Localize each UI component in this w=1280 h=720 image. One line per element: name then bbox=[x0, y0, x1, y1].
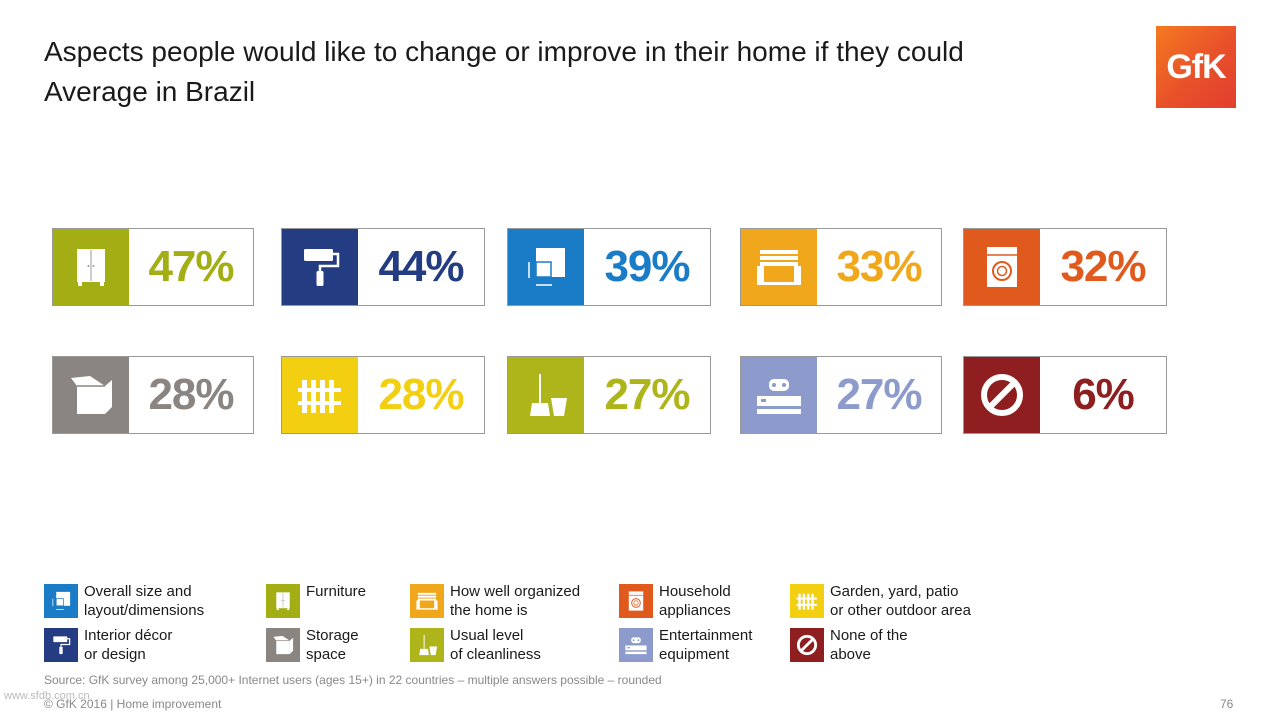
stat-value-label: 6% bbox=[1072, 370, 1135, 419]
watermark: www.sfdb.com.cn bbox=[4, 690, 90, 702]
stat-tile-icon-box bbox=[53, 229, 129, 305]
stat-tile-icon-box bbox=[282, 357, 358, 433]
floorplan-icon bbox=[528, 248, 565, 286]
legend-swatch bbox=[44, 584, 78, 618]
stat-tile: 28% bbox=[52, 356, 254, 434]
stat-tile-icon-box bbox=[741, 229, 817, 305]
stat-value-label: 33% bbox=[836, 242, 922, 291]
legend-swatch bbox=[410, 584, 444, 618]
stat-tile: 6% bbox=[963, 356, 1167, 434]
stat-value-label: 28% bbox=[378, 370, 464, 419]
title-line-1: Aspects people would like to change or i… bbox=[44, 36, 964, 67]
legend-item: None of the above bbox=[790, 626, 908, 664]
stat-tile-icon-box bbox=[741, 357, 817, 433]
page-number: 76 bbox=[1220, 697, 1234, 711]
legend-swatch bbox=[266, 628, 300, 662]
stat-tile: 33% bbox=[740, 228, 942, 306]
stat-tile: 44% bbox=[281, 228, 485, 306]
stat-tile: 32% bbox=[963, 228, 1167, 306]
legend-swatch bbox=[410, 628, 444, 662]
gamepad-icon bbox=[625, 637, 647, 655]
stat-value-label: 47% bbox=[148, 242, 234, 291]
legend-item: Furniture bbox=[266, 582, 366, 618]
legend-swatch bbox=[790, 628, 824, 662]
legend-swatch bbox=[619, 584, 653, 618]
title-line-2: Average in Brazil bbox=[44, 76, 256, 107]
legend-swatch bbox=[266, 584, 300, 618]
stat-tile: 28% bbox=[281, 356, 485, 434]
stat-tile: 27% bbox=[507, 356, 711, 434]
stat-tile-icon-box bbox=[964, 357, 1040, 433]
legend-label: None of the above bbox=[830, 627, 908, 663]
stat-tile-icon-box bbox=[508, 357, 584, 433]
legend-item: Usual level of cleanliness bbox=[410, 626, 541, 664]
legend-label: Furniture bbox=[306, 583, 367, 600]
prohibited-icon bbox=[796, 634, 818, 656]
stat-value-label: 27% bbox=[836, 370, 922, 419]
stat-tile: 27% bbox=[740, 356, 942, 434]
gfk-logo: GfK bbox=[1156, 26, 1236, 108]
legend-item: Entertainment equipment bbox=[619, 626, 752, 664]
drawer-icon bbox=[416, 592, 438, 610]
stat-tile-icon-box bbox=[53, 357, 129, 433]
broom-bucket-icon bbox=[530, 374, 567, 416]
washing-machine-icon bbox=[987, 247, 1017, 287]
logo-text: GfK bbox=[1166, 47, 1226, 86]
legend-swatch bbox=[619, 628, 653, 662]
stat-tile: 47% bbox=[52, 228, 254, 306]
broom-bucket-icon bbox=[419, 634, 438, 656]
legend-label: Usual level of cleanliness bbox=[450, 627, 541, 663]
stat-value-label: 28% bbox=[148, 370, 234, 419]
paint-roller-icon bbox=[304, 249, 340, 286]
stat-tile-icon-box bbox=[964, 229, 1040, 305]
legend-item: How well organized the home is bbox=[410, 582, 580, 620]
box-icon bbox=[71, 376, 112, 414]
legend-item: Garden, yard, patio or other outdoor are… bbox=[790, 582, 971, 620]
footer-text: © GfK 2016 | Home improvement bbox=[44, 697, 222, 711]
paint-roller-icon bbox=[53, 636, 71, 655]
legend-item: Interior décor or design bbox=[44, 626, 172, 664]
source-note: Source: GfK survey among 25,000+ Interne… bbox=[44, 673, 662, 687]
gamepad-icon bbox=[757, 379, 801, 414]
cabinet-icon bbox=[276, 592, 290, 611]
legend-label: Interior décor or design bbox=[84, 627, 173, 663]
floorplan-icon bbox=[52, 591, 71, 610]
legend-label: Entertainment equipment bbox=[659, 627, 753, 663]
drawer-icon bbox=[757, 250, 801, 285]
legend-label: Storage space bbox=[306, 627, 359, 663]
legend-label: Garden, yard, patio or other outdoor are… bbox=[830, 583, 971, 619]
legend-item: Overall size and layout/dimensions bbox=[44, 582, 204, 620]
legend-item: Household appliances bbox=[619, 582, 731, 620]
stat-value-label: 32% bbox=[1060, 242, 1146, 291]
fence-icon bbox=[298, 380, 341, 413]
stat-tile: 39% bbox=[507, 228, 711, 306]
legend-item: Storage space bbox=[266, 626, 359, 664]
legend-swatch bbox=[44, 628, 78, 662]
legend-label: Household appliances bbox=[659, 583, 731, 619]
legend-label: How well organized the home is bbox=[450, 583, 581, 619]
stat-value-label: 44% bbox=[378, 242, 464, 291]
prohibited-icon bbox=[981, 374, 1023, 416]
washing-machine-icon bbox=[628, 591, 644, 611]
fence-icon bbox=[796, 593, 818, 610]
stat-value-label: 39% bbox=[604, 242, 690, 291]
stat-tile-icon-box bbox=[282, 229, 358, 305]
page-title: Aspects people would like to change or i… bbox=[44, 32, 964, 112]
legend-swatch bbox=[790, 584, 824, 618]
stat-tile-icon-box bbox=[508, 229, 584, 305]
legend-label: Overall size and layout/dimensions bbox=[84, 583, 205, 619]
cabinet-icon bbox=[77, 249, 105, 286]
box-icon bbox=[273, 635, 294, 655]
stat-value-label: 27% bbox=[604, 370, 690, 419]
